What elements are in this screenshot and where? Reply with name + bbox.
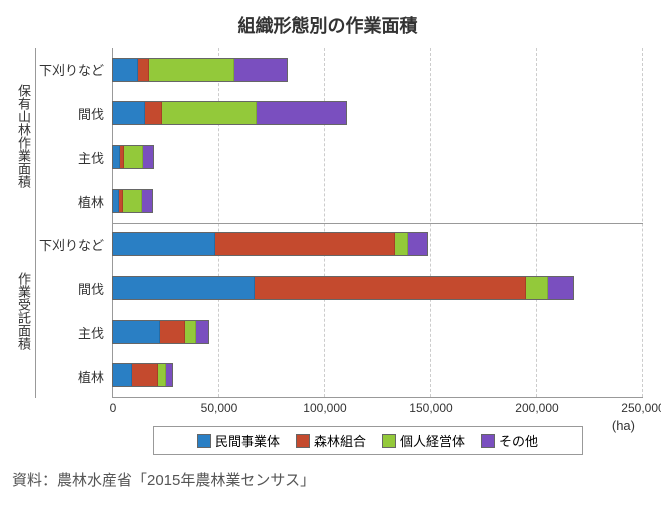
bar-segment-shinrin: [160, 321, 185, 343]
legend-item-kojin: 個人経営体: [382, 431, 465, 450]
bar-segment-minkan: [113, 277, 255, 299]
source-citation: 資料：農林水産省「2015年農林業センサス」: [12, 469, 643, 490]
group-label-sagyojutaku: 作業受託面積: [12, 223, 36, 398]
bar-segment-minkan: [113, 321, 160, 343]
category-label: 主伐: [36, 136, 112, 180]
group-labels-column: 保有山林作業面積作業受託面積: [12, 48, 36, 398]
legend-swatch: [296, 434, 310, 448]
legend-swatch: [197, 434, 211, 448]
legend-item-sonota: その他: [481, 431, 538, 450]
bar-segment-kojin: [149, 59, 234, 81]
bar-segment-minkan: [113, 364, 132, 386]
bar-segment-sonota: [408, 233, 427, 255]
bar-segment-minkan: [113, 59, 138, 81]
legend-swatch: [382, 434, 396, 448]
x-tick-label: 250,000: [621, 401, 661, 415]
bar-segment-kojin: [158, 364, 166, 386]
bars-container: [113, 48, 643, 397]
legend-label: 森林組合: [314, 431, 366, 450]
bar-row: [113, 353, 643, 397]
chart-area: 保有山林作業面積作業受託面積 下刈りなど間伐主伐植林下刈りなど間伐主伐植林 05…: [12, 48, 643, 398]
legend-label: その他: [499, 431, 538, 450]
bar-segment-kojin: [123, 190, 142, 212]
category-label: 主伐: [36, 311, 112, 355]
category-labels-column: 下刈りなど間伐主伐植林下刈りなど間伐主伐植林: [36, 48, 112, 398]
bar-segment-kojin: [124, 146, 143, 168]
category-label: 植林: [36, 354, 112, 398]
stacked-bar: [113, 59, 287, 81]
stacked-bar: [113, 146, 153, 168]
bar-segment-shinrin: [138, 59, 149, 81]
legend-item-shinrin: 森林組合: [296, 431, 366, 450]
bar-segment-kojin: [395, 233, 408, 255]
category-label: 間伐: [36, 267, 112, 311]
stacked-bar: [113, 321, 208, 343]
bar-segment-shinrin: [255, 277, 526, 299]
bar-row: [113, 92, 643, 136]
bar-segment-kojin: [526, 277, 547, 299]
stacked-bar: [113, 102, 346, 124]
x-tick-label: 150,000: [409, 401, 452, 415]
category-label: 間伐: [36, 92, 112, 136]
bar-segment-minkan: [113, 102, 145, 124]
bar-segment-sonota: [196, 321, 209, 343]
category-label: 下刈りなど: [36, 48, 112, 92]
x-tick-label: 50,000: [201, 401, 238, 415]
x-tick-label: 200,000: [515, 401, 558, 415]
stacked-bar: [113, 364, 172, 386]
bar-row: [113, 179, 643, 223]
bar-segment-shinrin: [145, 102, 162, 124]
group-label-hoyusanrin: 保有山林作業面積: [12, 48, 36, 223]
plot-area: 050,000100,000150,000200,000250,000: [112, 48, 643, 398]
category-label: 植林: [36, 179, 112, 223]
bar-segment-sonota: [234, 59, 287, 81]
unit-label: (ha): [612, 418, 635, 433]
stacked-bar: [113, 277, 573, 299]
bar-segment-sonota: [166, 364, 172, 386]
legend-item-minkan: 民間事業体: [197, 431, 280, 450]
bar-segment-shinrin: [215, 233, 395, 255]
bar-segment-kojin: [185, 321, 196, 343]
bar-row: [113, 266, 643, 310]
legend-swatch: [481, 434, 495, 448]
bar-segment-minkan: [113, 146, 120, 168]
legend-label: 個人経営体: [400, 431, 465, 450]
category-label: 下刈りなど: [36, 223, 112, 267]
bar-segment-sonota: [143, 146, 154, 168]
bar-segment-shinrin: [132, 364, 157, 386]
chart-title: 組織形態別の作業面積: [12, 12, 643, 38]
stacked-bar: [113, 190, 152, 212]
bar-segment-kojin: [162, 102, 257, 124]
stacked-bar: [113, 233, 427, 255]
bar-row: [113, 310, 643, 354]
bar-row: [113, 223, 643, 267]
bar-segment-sonota: [257, 102, 346, 124]
bar-segment-minkan: [113, 233, 215, 255]
x-tick-label: 100,000: [303, 401, 346, 415]
bar-row: [113, 135, 643, 179]
bar-segment-sonota: [142, 190, 153, 212]
x-axis: 050,000100,000150,000200,000250,000: [113, 397, 643, 417]
bar-row: [113, 48, 643, 92]
bar-segment-sonota: [548, 277, 573, 299]
legend-label: 民間事業体: [215, 431, 280, 450]
legend: 民間事業体 森林組合 個人経営体 その他: [153, 426, 583, 455]
x-tick-label: 0: [110, 401, 117, 415]
